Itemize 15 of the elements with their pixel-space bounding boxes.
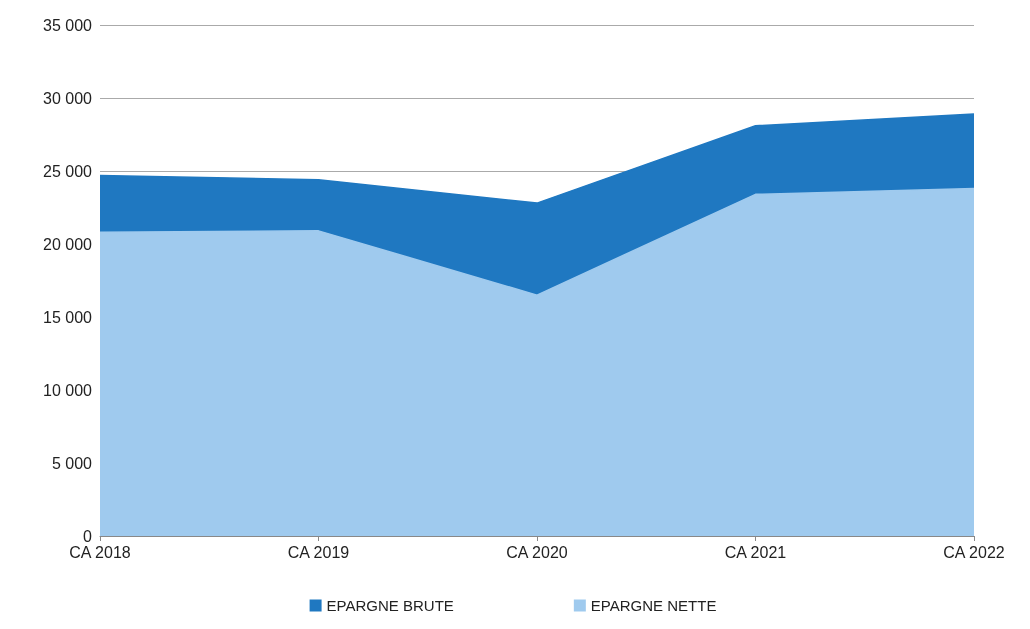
y-tick-label: 20 000 [43,235,93,253]
x-tick-label: CA 2021 [724,543,787,561]
y-tick-label: 5 000 [51,454,93,472]
legend-label: EPARGNE BRUTE [326,597,454,614]
x-tick-label: CA 2020 [506,543,568,561]
y-tick-label: 0 [83,527,93,545]
x-tick-label: CA 2019 [287,543,350,561]
x-tick-label: CA 2018 [69,543,131,561]
y-tick-label: 25 000 [43,162,93,180]
y-tick-label: 35 000 [43,16,93,34]
y-tick-label: 10 000 [43,381,93,399]
x-tick-label: CA 2022 [943,543,1005,561]
y-tick-label: 15 000 [43,308,93,326]
legend-label: EPARGNE NETTE [590,597,717,614]
y-tick-label: 30 000 [43,89,93,107]
